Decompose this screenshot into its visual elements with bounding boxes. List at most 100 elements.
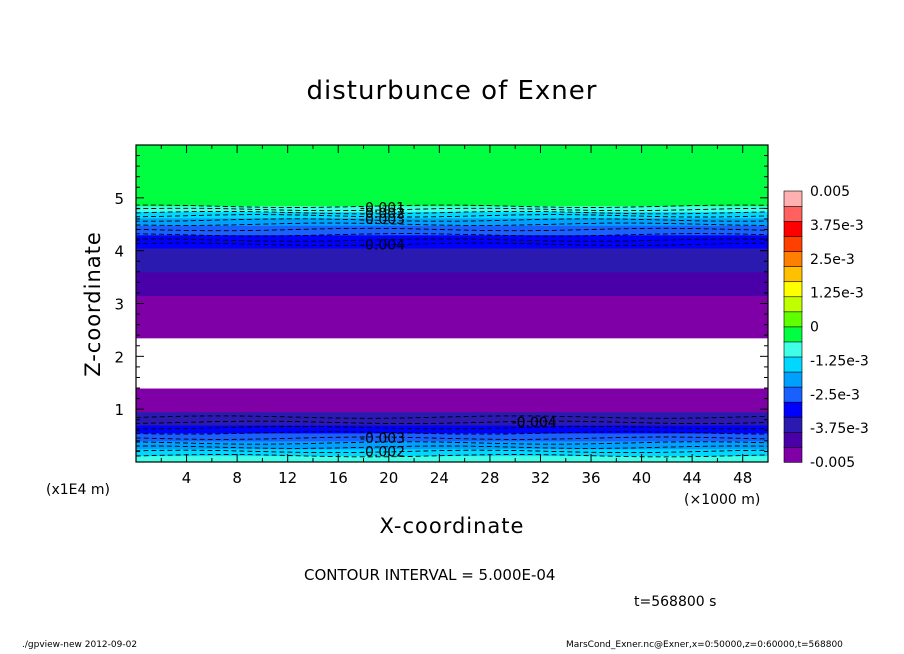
contour-label-5: -0.003 (360, 431, 405, 447)
y-axis-scale-label: (x1E4 m) (46, 482, 110, 498)
colorbar-swatch-2 (783, 416, 803, 433)
footer-left: ./gpview-new 2012-09-02 (22, 640, 138, 650)
colorbar-swatch-17 (783, 190, 803, 207)
colorbar-label-6: -2.5e-3 (810, 387, 860, 403)
colorbar-label-4: 0 (810, 320, 819, 336)
colorbar-swatch-14 (783, 235, 803, 252)
contour-line-1 (136, 449, 768, 454)
contour-line-8 (136, 415, 768, 419)
y-tick-label-5: 5 (114, 190, 124, 208)
band-7 (136, 337, 768, 389)
colorbar: 0.005 3.75e-3 2.5e-3 1.25e-3 0 -1.25e-3 -2.5e-… (783, 184, 869, 471)
colorbar-swatch-9 (783, 311, 803, 328)
contour-line-13 (136, 222, 768, 226)
y-tick-label-3: 3 (114, 296, 124, 314)
colorbar-swatch-15 (783, 220, 803, 237)
y-axis-label: Z-coordinate (81, 231, 105, 377)
contour-line-7 (136, 420, 768, 425)
y-tick-label-2: 2 (114, 348, 124, 366)
band-13 (136, 217, 768, 226)
colorbar-swatch-13 (783, 250, 803, 267)
chart-title: disturbunce of Exner (306, 76, 598, 106)
contour-line-12 (136, 227, 768, 232)
band-4 (136, 425, 768, 434)
x-axis-ticks: 4 8 12 16 20 24 28 32 36 40 44 48 (135, 145, 769, 487)
contour-line-16 (136, 210, 768, 215)
colorbar-swatch-8 (783, 326, 803, 343)
x-tick-label-44: 44 (683, 469, 702, 487)
band-9 (136, 271, 768, 297)
colorbar-swatch-10 (783, 296, 803, 313)
contour-lines (136, 204, 768, 458)
x-tick-label-4: 4 (182, 469, 192, 487)
colorbar-swatch-3 (783, 401, 803, 418)
x-tick-label-36: 36 (581, 469, 600, 487)
contour-label-3: -0.004 (360, 237, 405, 253)
colorbar-label-5: -1.25e-3 (810, 353, 869, 369)
contour-line-3 (136, 441, 768, 445)
colorbar-swatch-5 (783, 371, 803, 388)
band-3 (136, 432, 768, 442)
colorbar-label-1: 3.75e-3 (810, 218, 864, 234)
footer-right: MarsCond_Exner.nc@Exner,x=0:50000,z=0:60… (566, 640, 843, 650)
time-stamp: t=568800 s (634, 594, 717, 610)
x-tick-label-24: 24 (430, 469, 449, 487)
x-tick-label-16: 16 (329, 469, 348, 487)
band-14 (136, 211, 768, 219)
band-11 (136, 234, 768, 249)
contour-label-4: -0.004 (512, 415, 557, 431)
y-tick-label-1: 1 (114, 401, 124, 419)
contour-line-4 (136, 436, 768, 440)
contour-line-6 (136, 426, 768, 430)
colorbar-swatch-6 (783, 356, 803, 373)
y-axis-ticks: 1 2 3 4 5 (114, 144, 768, 463)
colorbar-swatch-1 (783, 431, 803, 448)
x-tick-label-20: 20 (379, 469, 398, 487)
band-0 (136, 455, 768, 462)
filled-bands (136, 145, 768, 462)
contour-label-1: -0.002 (360, 206, 405, 222)
contour-line-14 (136, 218, 768, 222)
colorbar-label-8: -0.005 (810, 455, 855, 471)
y-axis-label-group: Z-coordinate (81, 231, 105, 377)
contour-label-6: -0.002 (360, 444, 405, 460)
band-6 (136, 388, 768, 413)
colorbar-label-2: 2.5e-3 (810, 252, 855, 268)
band-12 (136, 225, 768, 236)
y-tick-label-4: 4 (114, 243, 124, 261)
contour-line-2 (136, 445, 768, 449)
colorbar-label-3: 1.25e-3 (810, 286, 864, 302)
colorbar-swatch-16 (783, 205, 803, 222)
colorbar-swatch-11 (783, 281, 803, 298)
contour-line-10 (136, 238, 768, 242)
band-1 (136, 448, 768, 457)
contour-line-11 (136, 233, 768, 237)
band-10 (136, 248, 768, 273)
x-tick-label-48: 48 (733, 469, 752, 487)
contour-label-2: -0.003 (360, 212, 405, 228)
colorbar-swatch-4 (783, 386, 803, 403)
band-2 (136, 440, 768, 450)
x-axis-label: X-coordinate (379, 514, 525, 538)
contour-labels: -0.001-0.002-0.003-0.004-0.004-0.003-0.0… (360, 200, 557, 460)
contour-label-0: -0.001 (360, 200, 405, 216)
x-tick-label-12: 12 (278, 469, 297, 487)
contour-interval-text: CONTOUR INTERVAL = 5.000E-04 (304, 566, 556, 584)
colorbar-swatch-12 (783, 265, 803, 283)
colorbar-label-7: -3.75e-3 (810, 421, 869, 437)
colorbar-label-0: 0.005 (810, 184, 850, 200)
x-tick-label-8: 8 (232, 469, 242, 487)
contour-line-15 (136, 214, 768, 218)
x-tick-label-40: 40 (632, 469, 651, 487)
contour-line-18 (136, 204, 768, 208)
band-8 (136, 295, 768, 339)
contour-line-0 (136, 454, 768, 458)
contour-line-17 (136, 207, 768, 212)
band-15 (136, 205, 768, 213)
x-tick-label-32: 32 (531, 469, 550, 487)
x-tick-label-28: 28 (480, 469, 499, 487)
band-16 (136, 145, 768, 207)
colorbar-swatch-0 (783, 446, 803, 463)
x-axis-scale-label: (×1000 m) (684, 492, 761, 508)
